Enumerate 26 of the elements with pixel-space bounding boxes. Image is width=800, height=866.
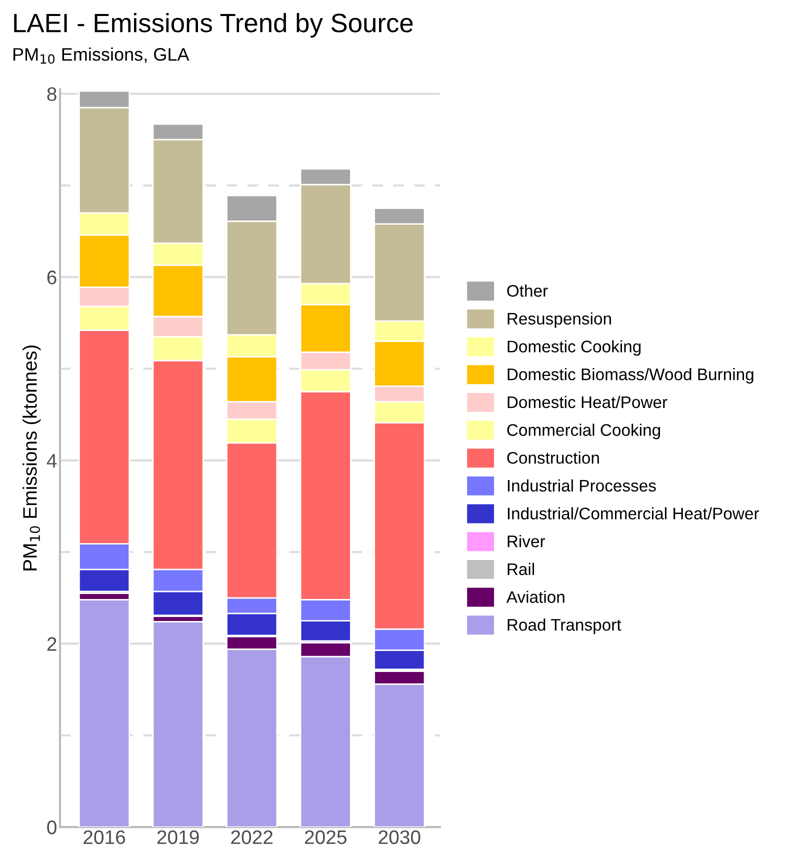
chart-subtitle: PM$_{10}$ Emissions, GLA — [13, 48, 190, 64]
legend-label: Road Transport — [508, 618, 622, 634]
y-tick-label: 2 — [47, 637, 56, 651]
chart-title: LAEI - Emissions Trend by Source — [14, 12, 413, 38]
legend-label: Industrial Processes — [508, 479, 656, 492]
legend-label: Domestic Biomass/Wood Burning — [508, 368, 754, 384]
y-axis-title: PM$_{10}$ Emissions (ktonnes) — [22, 346, 41, 570]
legend-label: Industrial/Commercial Heat/Power — [508, 507, 759, 520]
legend-label: Resuspension — [508, 312, 611, 328]
y-tick-label: 8 — [47, 87, 56, 102]
y-tick-label: 6 — [47, 270, 56, 284]
x-tick-label: 2030 — [378, 830, 420, 844]
y-tick-label: 4 — [46, 454, 57, 468]
legend-label: Other — [507, 284, 548, 297]
legend-label: Domestic Cooking — [508, 340, 641, 356]
x-tick-label: 2016 — [84, 830, 126, 844]
legend-label: Domestic Heat/Power — [508, 396, 668, 408]
legend-label: Construction — [507, 452, 599, 464]
x-tick-label: 2025 — [304, 830, 346, 844]
y-tick-label: 0 — [47, 820, 56, 834]
legend-label: Commercial Cooking — [507, 424, 660, 440]
legend-label: River — [508, 535, 546, 548]
legend-label: Aviation — [506, 590, 564, 603]
x-tick-label: 2019 — [157, 830, 199, 844]
legend-label: Rail — [508, 562, 534, 576]
x-tick-label: 2022 — [231, 830, 272, 844]
